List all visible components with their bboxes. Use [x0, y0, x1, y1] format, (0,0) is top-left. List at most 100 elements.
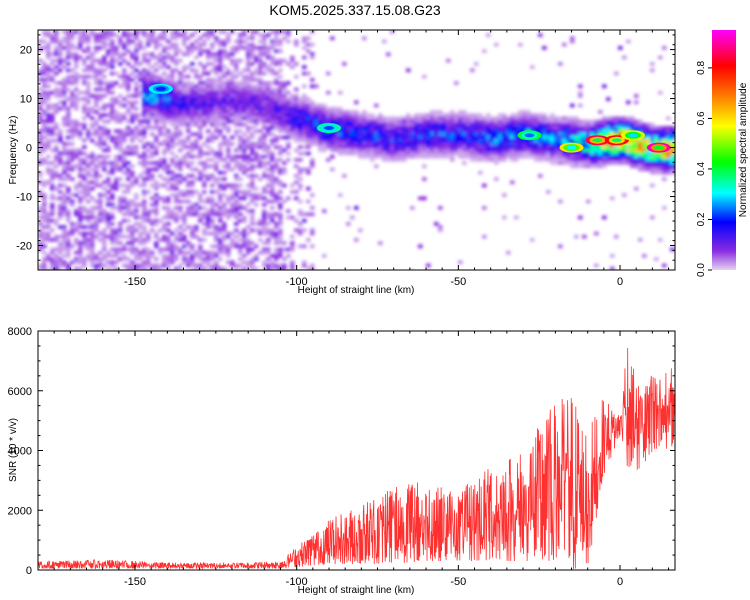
spectrogram-cell — [78, 148, 83, 153]
spectrogram-cell — [138, 222, 143, 226]
spectrogram-cell — [86, 209, 91, 213]
spectrogram-cell — [286, 100, 291, 105]
spectrogram-cell — [494, 148, 499, 153]
spectrogram-cell — [414, 132, 419, 137]
spectrogram-cell — [42, 90, 47, 95]
spectrogram-cell — [98, 202, 103, 207]
spectrogram-cell — [478, 116, 483, 121]
spectrogram-cell — [614, 132, 619, 137]
spectrogram-cell — [602, 145, 607, 149]
spectrogram-cell — [406, 145, 411, 149]
spectrogram-cell — [278, 119, 283, 124]
spectrogram-cell — [166, 167, 171, 172]
spectrogram-cell — [94, 36, 99, 41]
spectrogram-cell — [38, 263, 43, 268]
spectrogram-cell — [66, 30, 71, 34]
spectrogram-cell — [138, 250, 143, 255]
spectrogram-cell — [422, 148, 427, 153]
spectrogram-cell — [218, 145, 223, 149]
spectrogram-cell — [98, 36, 103, 41]
spectrogram-cell — [254, 30, 259, 34]
spectrogram-cell — [302, 113, 307, 117]
spectrogram-cell — [62, 183, 67, 188]
spectrogram-cell — [522, 151, 527, 156]
spectrogram-cell — [282, 110, 287, 114]
spectrogram-cell — [294, 87, 299, 92]
spectrogram-cell — [242, 122, 247, 127]
spectrogram-cell — [330, 110, 335, 114]
spectrogram-cell — [178, 164, 183, 169]
spectrogram-cell — [498, 151, 503, 156]
spectrogram-cell — [482, 116, 487, 121]
spectrogram-cell — [238, 46, 243, 50]
spectrogram-cell — [42, 110, 47, 114]
spectrogram-cell — [142, 30, 147, 34]
spectrogram-cell — [506, 142, 511, 146]
spectrogram-cell — [198, 119, 203, 124]
spectrogram-cell — [150, 177, 155, 181]
spectrogram-cell — [382, 126, 387, 130]
spectrogram-cell — [630, 119, 635, 124]
spectrogram-cell — [182, 228, 187, 233]
spectrogram-cell — [510, 126, 515, 130]
spectrogram-cell — [154, 234, 159, 239]
spectrogram-cell — [442, 116, 447, 121]
spectrogram-cell — [106, 199, 111, 204]
spectrogram-cell — [294, 180, 299, 185]
spectrogram-cell — [54, 148, 59, 153]
spectrogram-cell — [238, 238, 243, 242]
spectrogram-cell — [110, 260, 115, 265]
spectrogram-cell — [118, 138, 123, 143]
spectrogram-cell — [166, 266, 171, 270]
spectrogram-cell — [350, 138, 355, 143]
spectrogram-cell — [430, 138, 435, 143]
spectrogram-cell — [306, 122, 311, 127]
spectrogram-cell — [622, 148, 627, 153]
spectrogram-cell — [106, 33, 111, 37]
spectrogram-cell — [82, 167, 87, 172]
spectrogram-cell — [210, 132, 215, 137]
spectrogram-cell — [274, 39, 279, 44]
spectrogram-cell — [174, 193, 179, 197]
spectrogram-cell — [310, 263, 315, 268]
spectrogram-cell — [66, 116, 71, 121]
spectrogram-cell — [426, 126, 431, 130]
spectrogram-cell — [230, 263, 235, 268]
spectrogram-cell — [506, 151, 511, 156]
spectrogram-cell — [506, 119, 511, 124]
spectrogram-cell — [526, 154, 531, 159]
spectrogram-cell — [330, 138, 335, 143]
spectrogram-cell — [270, 142, 275, 146]
spectrogram-cell — [594, 158, 599, 162]
spectrogram-cell — [66, 151, 71, 156]
snr-y-tick-label: 6000 — [8, 386, 32, 398]
spectrogram-cell — [126, 81, 131, 85]
spectrogram-cell — [602, 164, 607, 169]
spectrogram-cell — [270, 234, 275, 239]
spectrogram-cell — [202, 113, 207, 117]
spectrogram-cell — [406, 129, 411, 133]
spectrogram-cell — [382, 135, 387, 140]
spectrogram-cell — [166, 234, 171, 239]
spectrogram-cell — [222, 228, 227, 233]
spectrogram-cell — [342, 142, 347, 146]
spectrogram-cell — [338, 138, 343, 143]
spectrogram-cell — [138, 183, 143, 188]
spectrogram-cell — [130, 55, 135, 60]
spectrogram-cell — [234, 209, 239, 213]
spectrogram-cell — [274, 199, 279, 204]
spectrogram-cell — [66, 154, 71, 159]
spectrogram-cell — [106, 266, 111, 270]
spectrogram-cell — [162, 177, 167, 181]
spectrogram-cell — [82, 209, 87, 213]
spectrogram-cell — [214, 164, 219, 169]
spectrogram-cell — [46, 33, 51, 37]
spectrogram-cell — [358, 228, 363, 233]
spectrogram-cell — [98, 250, 103, 255]
spectrogram-cell — [294, 74, 299, 79]
spectrogram-cell — [110, 113, 115, 117]
spectrogram-cell — [126, 174, 131, 178]
spectrogram-cell — [526, 116, 531, 121]
spectrogram-cell — [86, 132, 91, 137]
spectrogram-cell — [126, 209, 131, 213]
